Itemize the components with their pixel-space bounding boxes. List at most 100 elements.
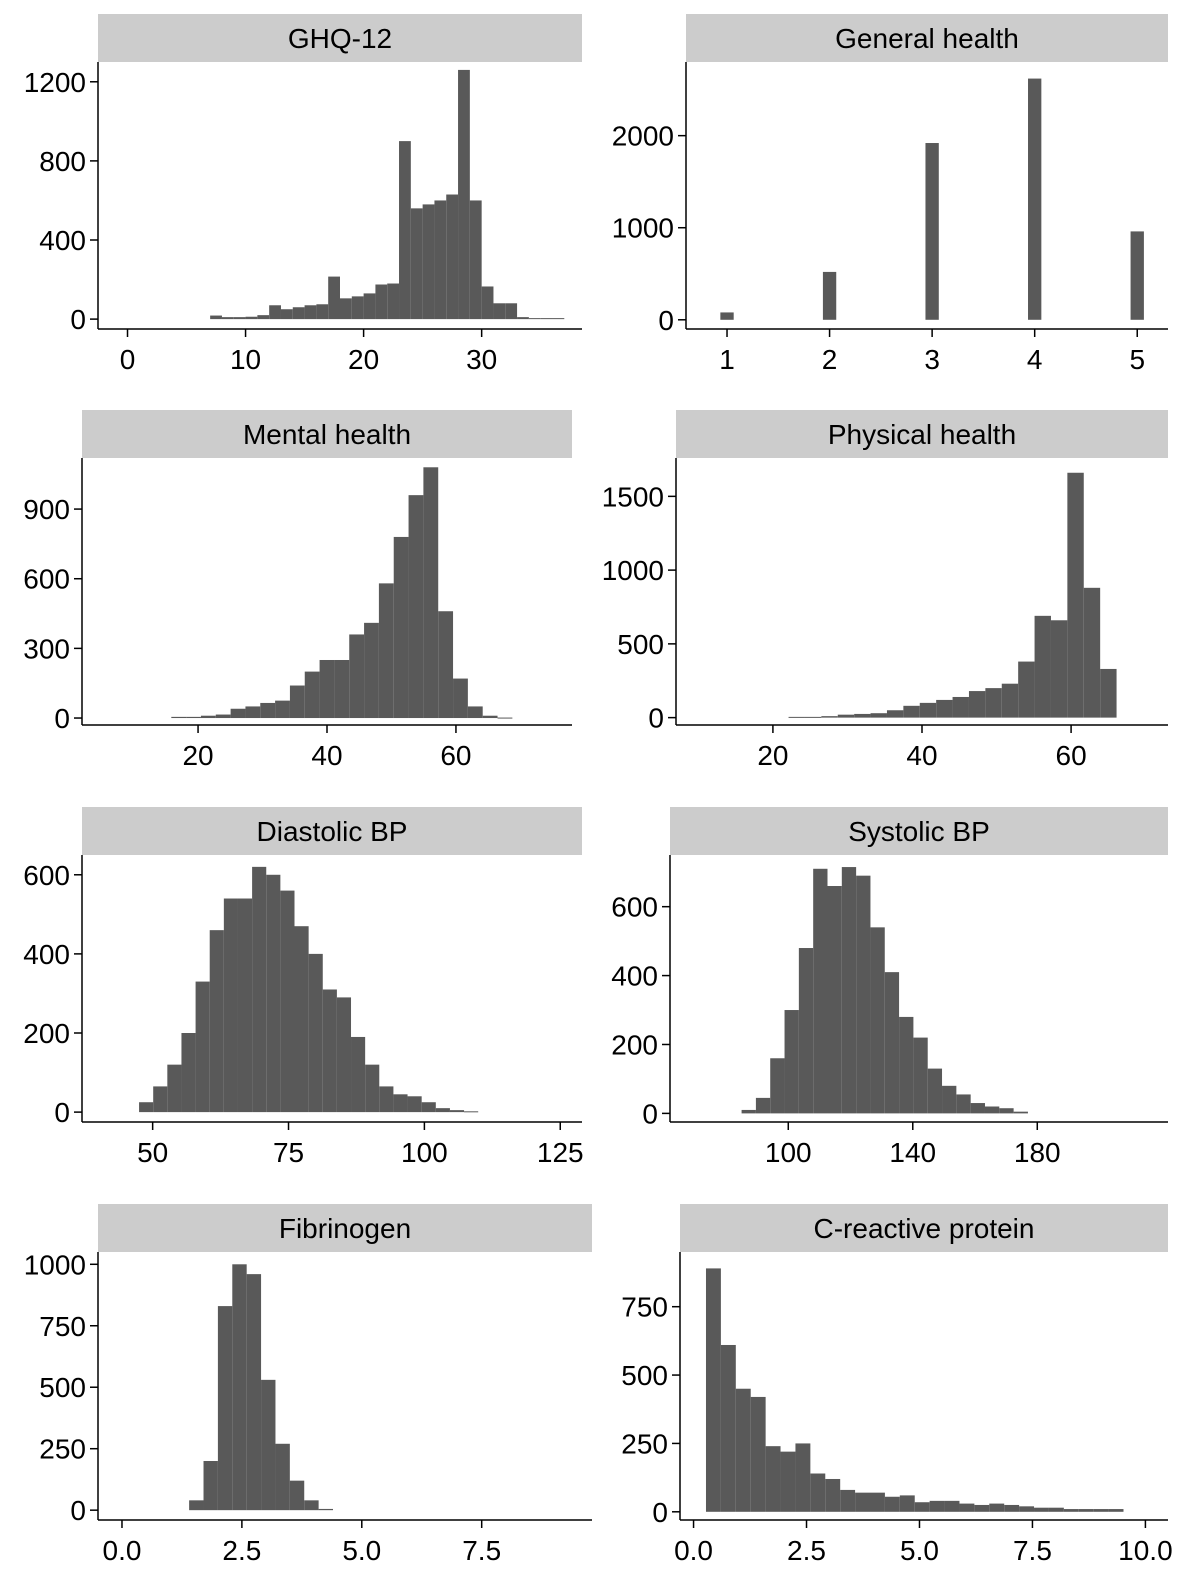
histogram-bar xyxy=(720,1344,736,1512)
histogram-bar xyxy=(230,708,246,719)
y-tick-label: 0 xyxy=(642,1098,658,1129)
histogram-bar xyxy=(1130,231,1144,320)
histogram-bar xyxy=(375,284,388,320)
x-tick-label: 5.0 xyxy=(900,1535,939,1566)
histogram-bar xyxy=(936,699,953,718)
histogram-bar xyxy=(189,1500,204,1511)
histogram-bar xyxy=(837,714,855,718)
histogram-bar xyxy=(999,1108,1014,1114)
x-tick-label: 2 xyxy=(822,344,838,375)
histogram-bar xyxy=(1093,1509,1109,1512)
histogram-bar xyxy=(870,927,885,1114)
x-tick-label: 4 xyxy=(1027,344,1043,375)
histogram-bar xyxy=(903,705,920,718)
y-tick-label: 1000 xyxy=(24,1249,86,1280)
histogram-bar xyxy=(232,1264,247,1511)
histogram-bar xyxy=(822,271,837,320)
histogram-bar xyxy=(870,713,887,718)
y-tick-label: 600 xyxy=(23,860,70,891)
histogram-bar xyxy=(741,1109,756,1114)
histogram-bar xyxy=(810,1473,826,1512)
histogram-bar xyxy=(798,948,814,1114)
histogram-bar xyxy=(989,1503,1005,1512)
histogram-bar xyxy=(351,1036,366,1113)
histogram-bar xyxy=(378,583,394,719)
x-tick-label: 180 xyxy=(1014,1137,1061,1168)
histogram-bar xyxy=(914,1502,930,1512)
histogram-bar xyxy=(407,1096,422,1113)
histogram-bar xyxy=(304,305,317,320)
histogram-bar xyxy=(813,868,828,1114)
histogram-bar xyxy=(269,305,281,320)
y-tick-label: 400 xyxy=(23,939,70,970)
histogram-bar xyxy=(952,696,969,718)
histogram-bar xyxy=(821,716,838,718)
histogram-bar xyxy=(493,303,506,320)
histogram-bar xyxy=(1048,1507,1064,1512)
histogram-bar xyxy=(318,1508,334,1511)
histogram-bar xyxy=(884,972,900,1114)
y-tick-label: 1000 xyxy=(602,555,664,586)
x-tick-label: 2.5 xyxy=(222,1535,261,1566)
histogram-bar xyxy=(446,194,459,320)
histogram-bar xyxy=(855,1492,871,1512)
y-tick-label: 200 xyxy=(23,1018,70,1049)
y-tick-label: 0 xyxy=(54,1097,70,1128)
facet-strip xyxy=(82,807,582,855)
facet-strip xyxy=(98,14,582,62)
histogram-bar xyxy=(755,1097,771,1114)
y-tick-label: 900 xyxy=(23,494,70,525)
x-tick-label: 5 xyxy=(1129,344,1145,375)
histogram-bar xyxy=(422,204,435,320)
histogram-bar xyxy=(854,713,871,718)
histogram-bar xyxy=(449,1110,465,1113)
histogram-bar xyxy=(210,315,222,320)
facet-title: Diastolic BP xyxy=(257,816,408,847)
histogram-bar xyxy=(261,1379,276,1511)
histogram-bar xyxy=(387,283,400,320)
histogram-bar xyxy=(528,318,541,320)
histogram-bar xyxy=(780,1451,796,1512)
x-tick-label: 60 xyxy=(440,740,471,771)
histogram-bar xyxy=(322,989,337,1113)
y-tick-label: 0 xyxy=(70,1495,86,1526)
y-tick-label: 2000 xyxy=(612,121,674,152)
x-tick-label: 20 xyxy=(348,344,379,375)
histogram-bar xyxy=(840,1489,856,1512)
histogram-bar xyxy=(435,1108,450,1113)
facet-strip xyxy=(680,1204,1168,1252)
histogram-bar xyxy=(788,716,805,718)
histogram-bar xyxy=(181,1033,196,1113)
histogram-bar xyxy=(1108,1509,1124,1512)
histogram-bar xyxy=(856,875,871,1114)
x-tick-label: 30 xyxy=(466,344,497,375)
facet-strip xyxy=(82,410,572,458)
histogram-bar xyxy=(393,536,409,719)
histogram-bar xyxy=(1004,1504,1020,1512)
histogram-bar xyxy=(884,1496,900,1512)
histogram-bar xyxy=(363,293,376,320)
y-tick-label: 200 xyxy=(611,1029,658,1060)
y-tick-label: 500 xyxy=(621,1360,668,1391)
histogram-bar xyxy=(956,1094,971,1114)
histogram-bar xyxy=(1034,1507,1049,1512)
x-tick-label: 1 xyxy=(719,344,735,375)
histogram-bar xyxy=(223,898,238,1113)
histogram-bar xyxy=(237,898,253,1113)
histogram-bar xyxy=(289,1480,305,1511)
histogram-bar xyxy=(304,671,320,719)
y-tick-label: 800 xyxy=(39,146,86,177)
histogram-bar xyxy=(167,1064,182,1113)
histogram-bar xyxy=(245,706,261,719)
histogram-bar xyxy=(705,1268,721,1512)
x-tick-label: 2.5 xyxy=(787,1535,826,1566)
histogram-bar xyxy=(795,1443,811,1512)
histogram-bar xyxy=(464,1111,479,1113)
histogram-bar xyxy=(171,716,187,719)
x-tick-label: 10 xyxy=(230,344,261,375)
histogram-bar xyxy=(1018,661,1035,718)
y-tick-label: 600 xyxy=(23,564,70,595)
x-tick-label: 125 xyxy=(537,1137,584,1168)
histogram-bar xyxy=(927,1068,943,1114)
